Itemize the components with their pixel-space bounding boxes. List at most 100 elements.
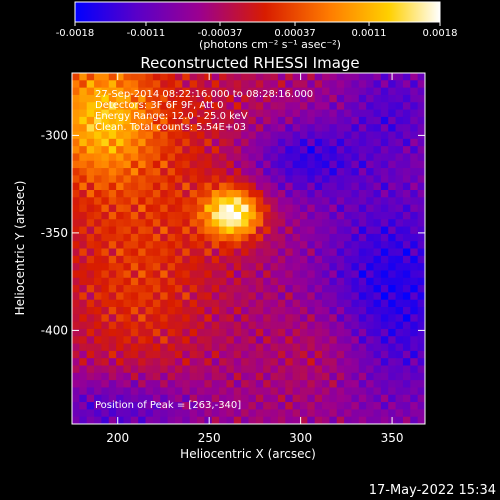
heatmap-cell	[101, 211, 110, 220]
heatmap-cell	[351, 285, 360, 293]
heatmap-cell	[292, 350, 301, 359]
heatmap-cell	[292, 131, 301, 140]
heatmap-cell	[336, 409, 345, 418]
heatmap-cell	[182, 365, 191, 374]
heatmap-cell	[174, 197, 183, 206]
heatmap-cell	[174, 109, 183, 118]
heatmap-cell	[123, 255, 132, 264]
heatmap-cell	[366, 394, 375, 403]
heatmap-cell	[130, 175, 139, 184]
heatmap-cell	[380, 307, 389, 315]
heatmap-cell	[395, 285, 404, 293]
heatmap-cell	[417, 292, 425, 301]
heatmap-cell	[358, 321, 367, 330]
heatmap-cell	[270, 336, 279, 345]
heatmap-cell	[219, 146, 228, 155]
heatmap-cell	[72, 358, 80, 367]
heatmap-cell	[270, 248, 279, 257]
heatmap-cell	[138, 307, 147, 315]
heatmap-cell	[358, 277, 367, 286]
heatmap-cell	[270, 175, 279, 184]
heatmap-cell	[270, 168, 279, 176]
heatmap-cell	[101, 365, 110, 374]
heatmap-cell	[351, 146, 360, 155]
heatmap-cell	[277, 343, 286, 352]
heatmap-cell	[160, 350, 169, 359]
heatmap-cell	[373, 233, 382, 242]
heatmap-cell	[380, 394, 389, 403]
heatmap-cell	[417, 94, 425, 103]
x-tick-label: 350	[381, 431, 404, 445]
heatmap-cell	[79, 80, 88, 89]
heatmap-cell	[226, 190, 235, 198]
heatmap-cell	[410, 182, 419, 191]
heatmap-cell	[395, 248, 404, 257]
heatmap-cell	[138, 211, 147, 220]
x-axis-label: Heliocentric X (arcsec)	[180, 447, 316, 461]
heatmap-cell	[417, 394, 425, 403]
heatmap-cell	[329, 116, 338, 125]
heatmap-cell	[263, 153, 272, 162]
heatmap-cell	[307, 380, 316, 389]
heatmap-cell	[299, 248, 308, 257]
heatmap-cell	[197, 321, 205, 330]
heatmap-cell	[152, 182, 161, 191]
heatmap-cell	[197, 219, 205, 228]
heatmap-cell	[101, 314, 110, 323]
heatmap-cell	[101, 263, 110, 272]
heatmap-cell	[358, 182, 367, 191]
heatmap-cell	[233, 109, 242, 118]
heatmap-cell	[189, 190, 198, 198]
heatmap-cell	[145, 241, 154, 250]
heatmap-cell	[373, 402, 382, 410]
heatmap-cell	[160, 387, 169, 396]
heatmap-cell	[248, 380, 257, 389]
heatmap-cell	[108, 102, 117, 111]
heatmap-cell	[116, 219, 125, 228]
heatmap-cell	[380, 380, 389, 389]
heatmap-cell	[219, 175, 228, 184]
heatmap-cell	[108, 190, 117, 198]
heatmap-cell	[211, 160, 220, 169]
heatmap-cell	[358, 102, 367, 111]
heatmap-cell	[130, 190, 139, 198]
heatmap-cell	[152, 350, 161, 359]
heatmap-cell	[366, 336, 375, 345]
heatmap-cell	[336, 263, 345, 272]
heatmap-cell	[72, 160, 80, 169]
heatmap-cell	[233, 387, 242, 396]
heatmap-cell	[402, 233, 411, 242]
heatmap-cell	[226, 292, 235, 301]
heatmap-cell	[351, 365, 360, 374]
heatmap-cell	[204, 350, 213, 359]
heatmap-cell	[108, 307, 117, 315]
heatmap-cell	[145, 307, 154, 315]
heatmap-cell	[174, 292, 183, 301]
heatmap-cell	[402, 146, 411, 155]
heatmap-cell	[248, 248, 257, 257]
heatmap-cell	[241, 146, 250, 155]
heatmap-cell	[219, 255, 228, 264]
heatmap-cell	[314, 343, 323, 352]
heatmap-cell	[285, 109, 294, 118]
heatmap-cell	[233, 248, 242, 257]
heatmap-cell	[270, 124, 279, 133]
heatmap-cell	[380, 197, 389, 206]
heatmap-cell	[86, 87, 95, 96]
chart-title: Reconstructed RHESSI Image	[140, 54, 359, 72]
heatmap-cell	[285, 416, 294, 424]
heatmap-cell	[138, 219, 147, 228]
heatmap-cell	[248, 285, 257, 293]
heatmap-cell	[351, 416, 360, 424]
heatmap-cell	[226, 402, 235, 410]
heatmap-cell	[152, 248, 161, 257]
heatmap-cell	[358, 226, 367, 235]
heatmap-cell	[108, 233, 117, 242]
heatmap-cell	[277, 277, 286, 286]
heatmap-cell	[285, 197, 294, 206]
heatmap-cell	[130, 402, 139, 410]
heatmap-cell	[108, 255, 117, 264]
heatmap-cell	[380, 153, 389, 162]
heatmap-cell	[410, 307, 419, 315]
heatmap-cell	[299, 80, 308, 89]
